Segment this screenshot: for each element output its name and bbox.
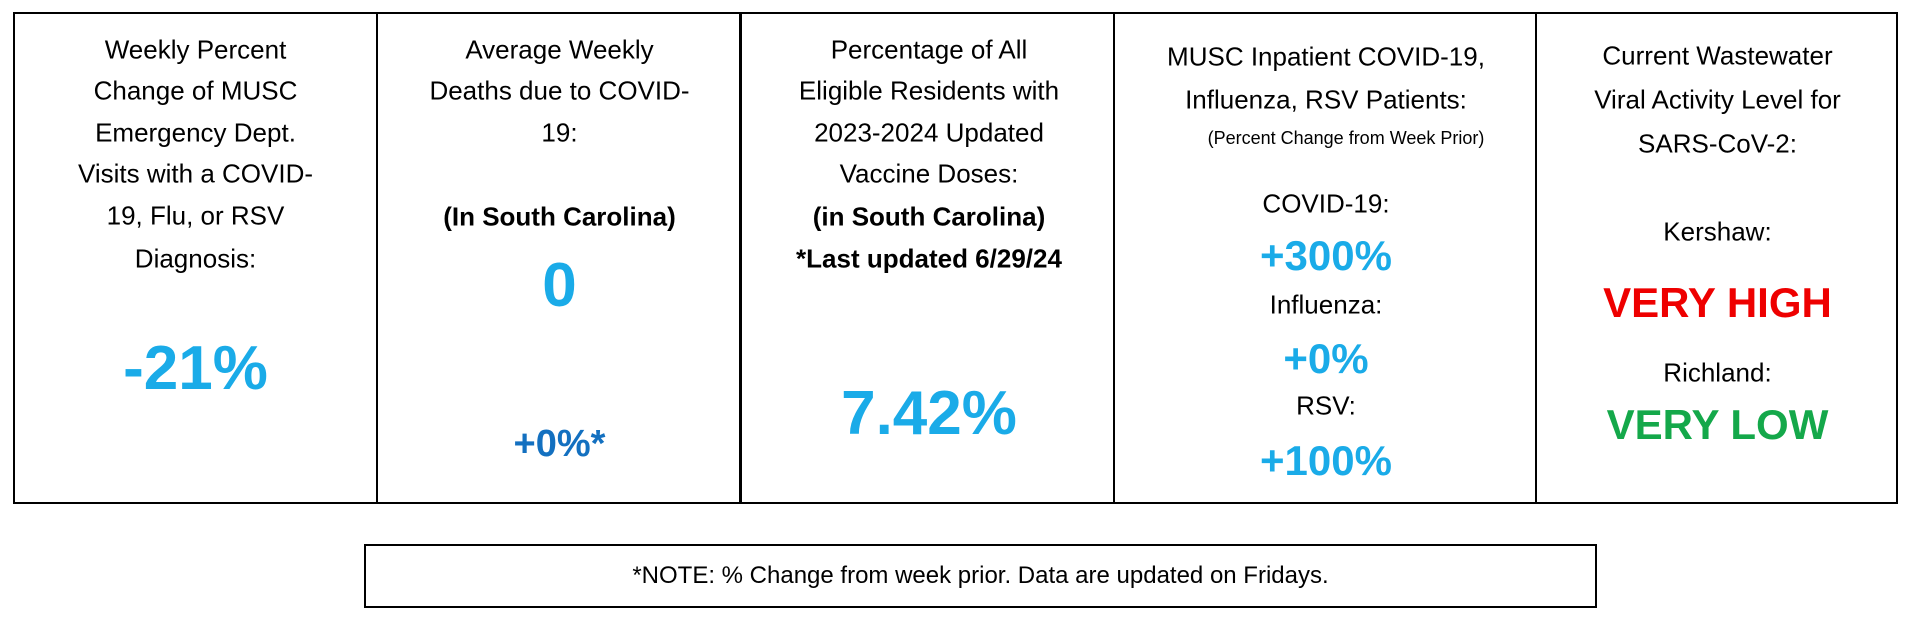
heading-line: Average Weekly [465,34,654,65]
item-label: COVID-19: [1262,188,1390,219]
heading-line: Eligible Residents with [798,75,1060,106]
item-value: VERY HIGH [1603,278,1832,326]
item-label: RSV: [1296,390,1356,421]
heading-line: Diagnosis: [134,243,257,274]
value: 7.42% [841,378,1017,448]
heading-line: Visits with a COVID- [77,158,313,189]
inpatient-cell: MUSC Inpatient COVID-19, Influenza, RSV … [1113,14,1537,502]
heading-line: 19, Flu, or RSV [106,200,285,231]
change: +0%* [513,423,606,466]
heading-line: Influenza, RSV Patients: [1185,84,1467,115]
heading-line: Emergency Dept. [95,117,296,148]
item-label: Influenza: [1269,289,1383,320]
value: 0 [542,250,577,320]
deaths-cell: Average Weekly Deaths due to COVID- 19: … [376,14,741,502]
region: (in South Carolina) [812,201,1046,232]
subheading: (Percent Change from Week Prior) [1207,128,1485,149]
wastewater-cell: Current Wastewater Viral Activity Level … [1535,14,1898,502]
item-value: +100% [1260,436,1392,484]
item-value: +300% [1260,231,1392,279]
item-value: VERY LOW [1606,400,1829,448]
heading-line: Weekly Percent [104,34,287,65]
heading-line: Percentage of All [830,34,1028,65]
value: -21% [123,333,268,403]
item-value: +0% [1283,334,1369,382]
item-label: Richland: [1663,357,1772,388]
item-label: Kershaw: [1663,216,1772,247]
vaccine-cell: Percentage of All Eligible Residents wit… [739,14,1116,502]
summary-board: Weekly Percent Change of MUSC Emergency … [13,12,1898,504]
heading-line: Vaccine Doses: [839,158,1019,189]
heading-line: Current Wastewater [1602,40,1833,71]
heading-line: 2023-2024 Updated [814,117,1044,148]
heading-line: Deaths due to COVID- [429,75,690,106]
heading-line: 19: [541,117,578,148]
updated: *Last updated 6/29/24 [796,243,1062,274]
heading-line: SARS-CoV-2: [1638,128,1797,159]
heading-line: Change of MUSC [93,75,298,106]
heading-line: Viral Activity Level for [1594,84,1841,115]
note: *NOTE: % Change from week prior. Data ar… [364,544,1597,608]
region: (In South Carolina) [443,201,676,232]
heading-line: MUSC Inpatient COVID-19, [1167,41,1485,72]
ed-visits-cell: Weekly Percent Change of MUSC Emergency … [15,14,376,502]
